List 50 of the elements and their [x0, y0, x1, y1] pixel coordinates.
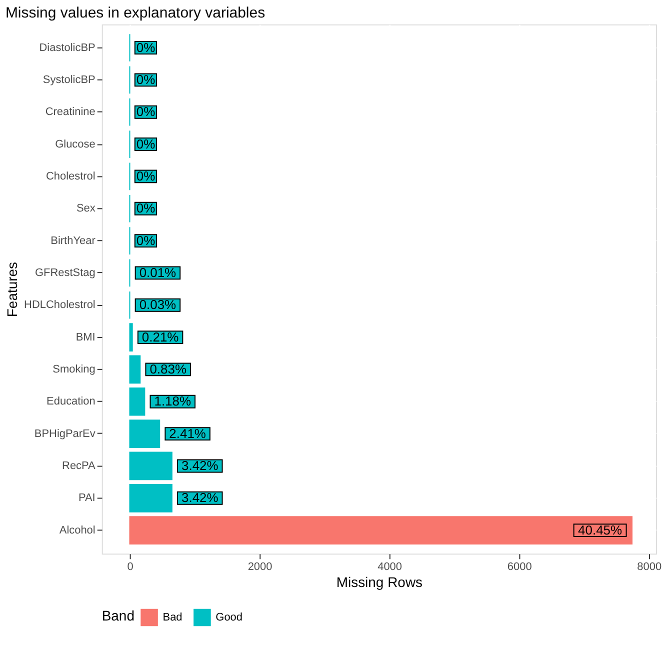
y-tick-label: BMI — [76, 331, 96, 344]
text: 40.45% — [578, 522, 622, 538]
y-tick-label: Smoking — [52, 363, 96, 376]
text: 0% — [136, 136, 156, 152]
x-tick-label: 6000 — [507, 561, 532, 574]
y-tick-label: PAI — [78, 492, 96, 504]
text: 0% — [136, 40, 156, 55]
x-axis-title: Missing Rows — [336, 574, 423, 590]
x-tick-label: 8000 — [637, 561, 662, 574]
text: 0% — [136, 72, 156, 87]
x-tick-label: 4000 — [378, 561, 402, 574]
text: 0.01% — [139, 264, 176, 280]
bar — [129, 420, 160, 448]
bar — [129, 452, 172, 480]
y-tick-label: Alcohol — [59, 524, 96, 536]
legend-label: Bad — [162, 611, 182, 624]
x-tick-label: 2000 — [248, 561, 272, 574]
y-tick-label: Cholestrol — [46, 170, 96, 182]
text: 2.41% — [169, 426, 206, 441]
bar — [129, 516, 633, 544]
text: 0.21% — [142, 329, 179, 344]
chart-title: Missing values in explanatory variables — [5, 4, 266, 22]
text: 3.42% — [181, 490, 218, 506]
bar — [129, 484, 172, 512]
text: 3.42% — [181, 458, 218, 473]
y-tick-label: HDLCholestrol — [24, 299, 96, 312]
bar — [129, 355, 141, 384]
y-tick-label: Sex — [76, 202, 96, 215]
text: 0% — [136, 200, 156, 216]
y-tick-label: Glucose — [55, 138, 96, 150]
y-axis-title: Features — [4, 262, 20, 318]
y-tick-label: SystolicBP — [42, 74, 96, 86]
text: 0.83% — [150, 361, 186, 376]
y-tick-label: DiastolicBP — [39, 42, 96, 54]
y-tick-label: BirthYear — [50, 234, 96, 247]
legend-title: Band — [102, 608, 134, 624]
text: 1.18% — [154, 394, 192, 409]
bar — [129, 323, 133, 352]
y-tick-label: RecPA — [62, 460, 96, 472]
y-tick-label: GFRestStag — [35, 266, 96, 279]
legend-label: Good — [216, 611, 243, 624]
y-tick-label: Education — [46, 396, 96, 408]
x-tick-label: 0 — [127, 561, 134, 574]
text: 0% — [136, 168, 156, 184]
y-tick-label: BPHigParEv — [34, 428, 96, 440]
bar — [129, 387, 146, 416]
y-tick-label: Creatinine — [45, 106, 96, 118]
text: 0.03% — [139, 297, 176, 312]
text: 0% — [136, 104, 156, 120]
text: 0% — [136, 232, 156, 248]
